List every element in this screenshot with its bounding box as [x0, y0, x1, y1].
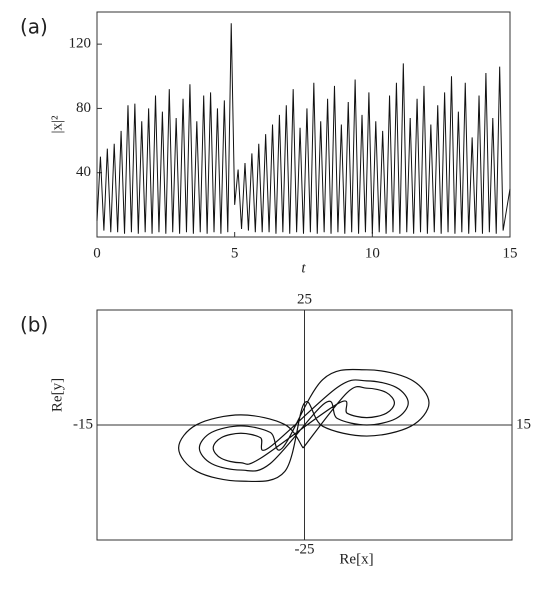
y-tick-label: 40 — [76, 164, 91, 180]
trajectory — [178, 368, 430, 483]
x-tick-label: 15 — [503, 245, 518, 261]
y-tick-label: 80 — [76, 100, 91, 116]
y-tick-label: -25 — [295, 541, 315, 557]
x-axis-label: Re[x] — [339, 551, 373, 567]
y-tick-label: 120 — [69, 36, 92, 52]
panel-label: (a) — [20, 15, 48, 39]
y-tick-label: 25 — [297, 291, 312, 307]
x-axis-label: t — [301, 260, 306, 276]
y-axis-label: Re[y] — [49, 378, 65, 412]
series-line — [96, 23, 511, 234]
y-axis-label: |x|² — [49, 115, 65, 134]
x-tick-label: 5 — [231, 245, 239, 261]
x-tick-label: 15 — [516, 416, 531, 432]
x-tick-label: 10 — [365, 245, 380, 261]
x-tick-label: -15 — [73, 416, 93, 432]
panel-label: (b) — [20, 313, 48, 337]
x-tick-label: 0 — [93, 245, 101, 261]
plot-frame — [96, 11, 511, 238]
